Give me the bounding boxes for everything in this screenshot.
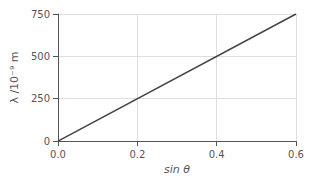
svg-text:0.0: 0.0: [50, 149, 66, 160]
svg-text:750: 750: [31, 9, 50, 20]
svg-text:250: 250: [31, 93, 50, 104]
svg-text:0: 0: [44, 136, 50, 147]
svg-text:0.4: 0.4: [209, 149, 225, 160]
svg-text:sin θ: sin θ: [164, 163, 190, 176]
svg-text:0.2: 0.2: [129, 149, 145, 160]
svg-text:500: 500: [31, 51, 50, 62]
svg-text:λ /10⁻⁹ m: λ /10⁻⁹ m: [8, 51, 21, 103]
svg-text:0.6: 0.6: [288, 149, 304, 160]
